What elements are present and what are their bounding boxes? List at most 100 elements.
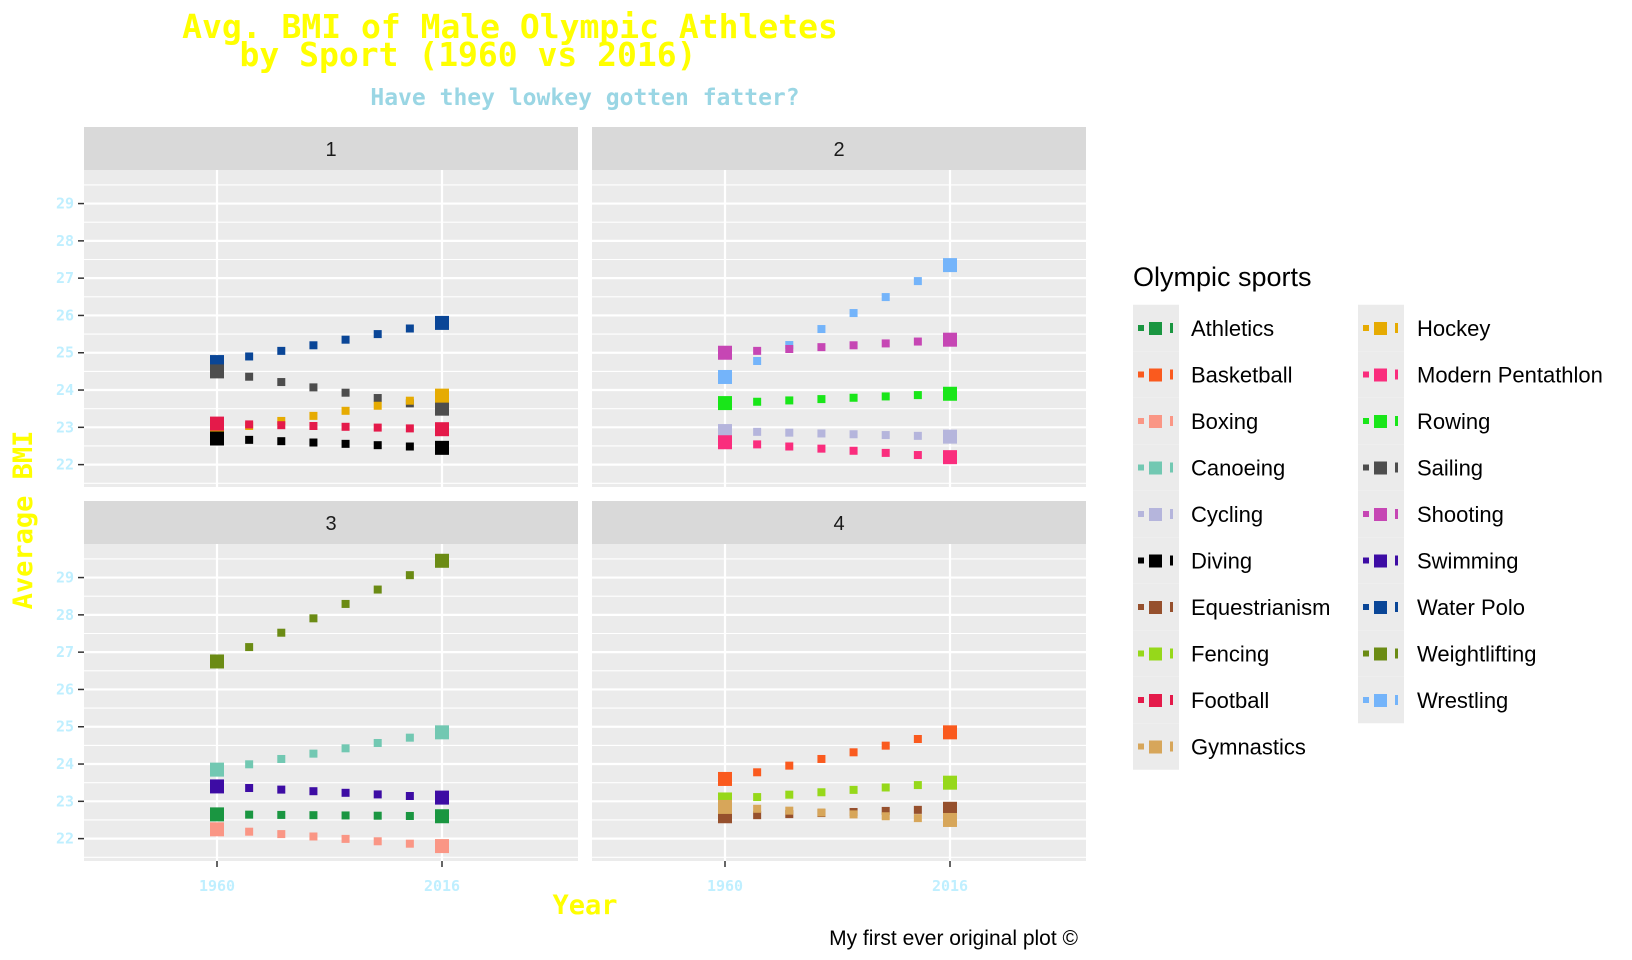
legend-item-wrestling: Wrestling — [1358, 676, 1508, 724]
line-dot — [245, 810, 254, 819]
legend-key-dot — [1138, 418, 1144, 424]
line-dot — [849, 393, 858, 402]
data-point — [943, 725, 957, 740]
facet-strip-label: 4 — [833, 513, 844, 535]
legend-item-gymnastics: Gymnastics — [1133, 723, 1306, 770]
line-dot — [849, 748, 858, 757]
line-dot — [913, 781, 922, 790]
data-point — [210, 364, 224, 379]
line-dot — [405, 324, 414, 333]
legend-key-square — [1374, 461, 1387, 475]
line-dot — [405, 733, 414, 742]
panel-background — [592, 544, 1086, 861]
data-point — [943, 450, 957, 465]
legend-key-dot — [1363, 697, 1369, 703]
data-point — [210, 654, 224, 669]
y-tick-label: 23 — [56, 418, 74, 436]
line-dot — [373, 811, 382, 820]
legend-item-sailing: Sailing — [1358, 444, 1483, 491]
x-tick-label: 2016 — [424, 877, 460, 895]
legend-item-modern-pentathlon: Modern Pentathlon — [1358, 351, 1603, 398]
data-point — [943, 801, 957, 816]
line-dot — [373, 738, 382, 747]
data-point — [210, 762, 224, 777]
legend-key-square — [1149, 647, 1162, 661]
line-dot — [849, 446, 858, 455]
line-dot — [913, 277, 922, 286]
facet-strip — [592, 501, 1086, 544]
data-point — [718, 771, 732, 786]
data-point — [435, 790, 449, 805]
legend-key-dash — [1170, 323, 1173, 333]
y-tick-label: 29 — [56, 195, 74, 213]
legend-key-square — [1149, 740, 1162, 754]
data-point — [943, 775, 957, 790]
facet-panel-1: 1 22 23 24 25 26 27 28 29 — [56, 127, 578, 487]
line-dot — [309, 614, 318, 623]
y-tick-label: 22 — [56, 830, 74, 848]
line-dot — [245, 352, 254, 361]
data-point — [943, 386, 957, 401]
line-dot — [913, 337, 922, 346]
line-dot — [341, 811, 350, 820]
line-dot — [245, 760, 254, 769]
line-dot — [373, 401, 382, 410]
chart-title-line-2: by Sport (1960 vs 2016) — [240, 35, 697, 74]
legend-key-dot — [1138, 604, 1144, 610]
legend-key-dot — [1138, 371, 1144, 378]
facet-strip-label: 2 — [833, 139, 844, 161]
panel-background — [84, 544, 578, 861]
series-canoeing — [210, 725, 449, 777]
line-dot — [913, 431, 922, 440]
series-shooting — [718, 332, 957, 360]
data-point — [210, 807, 224, 822]
series-modern-pentathlon — [718, 435, 957, 465]
series-basketball — [718, 725, 957, 786]
line-dot — [817, 343, 826, 352]
data-point — [718, 799, 732, 814]
data-point — [718, 345, 732, 360]
line-dot — [309, 787, 318, 796]
data-point — [435, 388, 449, 403]
legend-label: Canoeing — [1191, 456, 1285, 481]
line-dot — [881, 339, 890, 348]
legend-key-dash — [1170, 695, 1173, 705]
line-dot — [753, 346, 762, 355]
legend-key-dot — [1138, 650, 1144, 657]
line-dot — [373, 441, 382, 450]
legend-key-dash — [1395, 648, 1398, 659]
line-dot — [405, 396, 414, 405]
data-point — [210, 431, 224, 446]
legend-key-dash — [1170, 602, 1173, 612]
chart-title-line-1: Avg. BMI of Male Olympic Athletes — [182, 7, 838, 46]
data-point — [435, 440, 449, 455]
data-point — [718, 435, 732, 450]
legend-key-dot — [1138, 557, 1144, 564]
legend-key-square — [1149, 322, 1162, 335]
line-dot — [309, 421, 318, 430]
legend-key-dot — [1363, 557, 1369, 564]
legend-key-dot — [1138, 325, 1144, 331]
line-dot — [277, 754, 286, 763]
data-point — [435, 809, 449, 824]
chart-subtitle: Have they lowkey gotten fatter? — [370, 85, 799, 111]
legend-key-square — [1374, 694, 1387, 707]
line-dot — [785, 806, 794, 815]
legend-title: Olympic sports — [1133, 262, 1312, 292]
line-dot — [913, 734, 922, 743]
legend-item-diving: Diving — [1133, 537, 1252, 584]
legend: Olympic sports Athletics Basketball Boxing… — [1133, 262, 1603, 770]
line-dot — [817, 444, 826, 453]
line-dot — [309, 341, 318, 350]
line-dot — [245, 435, 254, 444]
line-dot — [277, 378, 286, 387]
legend-key-dot — [1363, 325, 1369, 331]
y-tick-label: 22 — [56, 456, 74, 474]
line-dot — [405, 839, 414, 848]
legend-key-square — [1374, 554, 1387, 568]
facet-strip — [84, 127, 578, 170]
y-tick-label: 25 — [56, 344, 74, 362]
legend-key-dot — [1363, 650, 1369, 657]
line-dot — [753, 397, 762, 406]
legend-item-cycling: Cycling — [1133, 490, 1263, 538]
